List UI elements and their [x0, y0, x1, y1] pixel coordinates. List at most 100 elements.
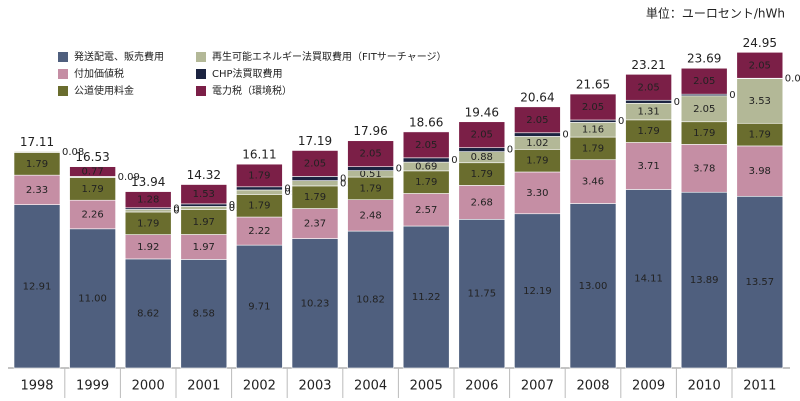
bar-segment	[569, 159, 617, 204]
value-label: 9.71	[248, 302, 270, 313]
value-label: 0.09	[118, 172, 140, 183]
legend-swatch	[196, 69, 206, 79]
bar-segment	[458, 147, 506, 152]
value-label: 2.37	[304, 219, 326, 230]
value-label: 3.30	[526, 188, 548, 199]
value-label: 10.82	[356, 295, 385, 306]
value-label: 13.89	[690, 275, 719, 286]
value-label: 3.53	[749, 96, 771, 107]
value-label: 8.58	[193, 309, 215, 320]
unit-label: 単位：ユーロセント/hWh	[646, 6, 785, 21]
total-label: 18.66	[409, 115, 443, 129]
legend-swatch	[196, 86, 206, 96]
x-tick-label: 1999	[76, 379, 109, 394]
value-label: 2.05	[749, 60, 771, 71]
bar-segment	[736, 78, 784, 124]
legend-label: 発送配電、販売費用	[74, 50, 164, 63]
bar-segment	[680, 95, 728, 123]
bar-segment	[347, 166, 394, 171]
value-label: 0.77	[81, 167, 103, 178]
bar-segment	[402, 157, 450, 163]
x-tick-label: 2005	[410, 379, 443, 394]
value-label: 14.11	[634, 274, 663, 285]
bar-segment	[180, 209, 228, 235]
total-label: 16.53	[75, 150, 109, 164]
bar-segment	[291, 180, 339, 187]
value-label: 13.57	[745, 277, 774, 288]
total-label: 19.46	[465, 105, 499, 119]
total-label: 17.19	[298, 134, 332, 148]
value-label: 13.00	[579, 281, 608, 292]
bar-segment	[625, 99, 672, 104]
value-label: 1.79	[471, 169, 493, 180]
value-label: 0.03	[785, 73, 800, 84]
x-tick-label: 2006	[465, 379, 498, 394]
bar-segment	[402, 193, 450, 227]
value-label: 2.33	[26, 185, 48, 196]
value-label: 1.79	[26, 159, 48, 170]
total-label: 14.32	[187, 168, 221, 182]
bar-segment	[736, 51, 784, 79]
x-tick-label: 2009	[632, 379, 665, 394]
value-label: 0.08	[62, 147, 84, 158]
bar-segment	[236, 216, 283, 246]
x-tick-label: 2011	[743, 379, 776, 394]
value-label: 3.98	[749, 166, 771, 177]
legend-label: 付加価値税	[74, 67, 124, 80]
value-label: 3.71	[637, 161, 659, 172]
bar-segment	[69, 228, 116, 369]
value-label: 1.79	[582, 143, 604, 154]
bar-segment	[124, 191, 172, 209]
value-label: 2.68	[471, 197, 493, 208]
value-label: 0.69	[415, 161, 437, 172]
x-tick-label: 2002	[243, 379, 276, 394]
value-label: 12.91	[23, 281, 52, 292]
value-label: 11.75	[467, 289, 496, 300]
bar-segment	[69, 199, 116, 230]
total-label: 24.95	[743, 36, 777, 50]
bar-segment	[124, 234, 172, 260]
value-label: 1.97	[193, 242, 215, 253]
x-tick-label: 1998	[20, 379, 53, 394]
bar-segment	[402, 131, 450, 159]
legend-label: 再生可能エネルギー法買取費用（FITサーチャージ）	[212, 50, 447, 63]
total-label: 13.94	[131, 175, 165, 189]
value-label: 2.05	[415, 140, 437, 151]
value-label: 1.31	[637, 107, 659, 118]
value-label: 1.79	[526, 156, 548, 167]
value-label: 1.79	[637, 126, 659, 137]
total-label: 21.65	[576, 78, 610, 92]
bar-segment	[514, 106, 561, 134]
value-label: 1.79	[81, 184, 103, 195]
x-tick-label: 2007	[521, 379, 554, 394]
value-label: 1.16	[582, 125, 604, 136]
value-label: 2.26	[81, 210, 103, 221]
bar-segment	[625, 189, 672, 369]
legend-label: 公道使用料金	[74, 84, 134, 97]
bar-segment	[236, 163, 283, 188]
value-label: 2.05	[526, 115, 548, 126]
bar-segment	[736, 195, 784, 369]
bar-segment	[13, 204, 61, 369]
bar-segment	[124, 258, 172, 369]
value-label: 2.05	[693, 76, 715, 87]
value-label: 1.28	[137, 195, 159, 206]
legend-swatch	[58, 52, 68, 62]
value-label: 2.48	[359, 210, 381, 221]
value-label: 1.02	[526, 138, 548, 149]
bar-segment	[291, 238, 339, 369]
bar-segment	[458, 185, 506, 220]
bar-segment	[625, 74, 672, 101]
bar-segment	[180, 184, 228, 205]
value-label: 0.88	[471, 152, 493, 163]
bar-segment	[291, 150, 339, 177]
value-label: 1.79	[248, 201, 270, 212]
value-label: 2.22	[248, 226, 270, 237]
bar-segment	[347, 199, 394, 232]
bar-segment	[402, 225, 450, 369]
bar-segment	[236, 244, 283, 369]
bar-segment	[347, 230, 394, 369]
bar-segment	[514, 171, 561, 215]
x-tick-label: 2003	[298, 379, 331, 394]
